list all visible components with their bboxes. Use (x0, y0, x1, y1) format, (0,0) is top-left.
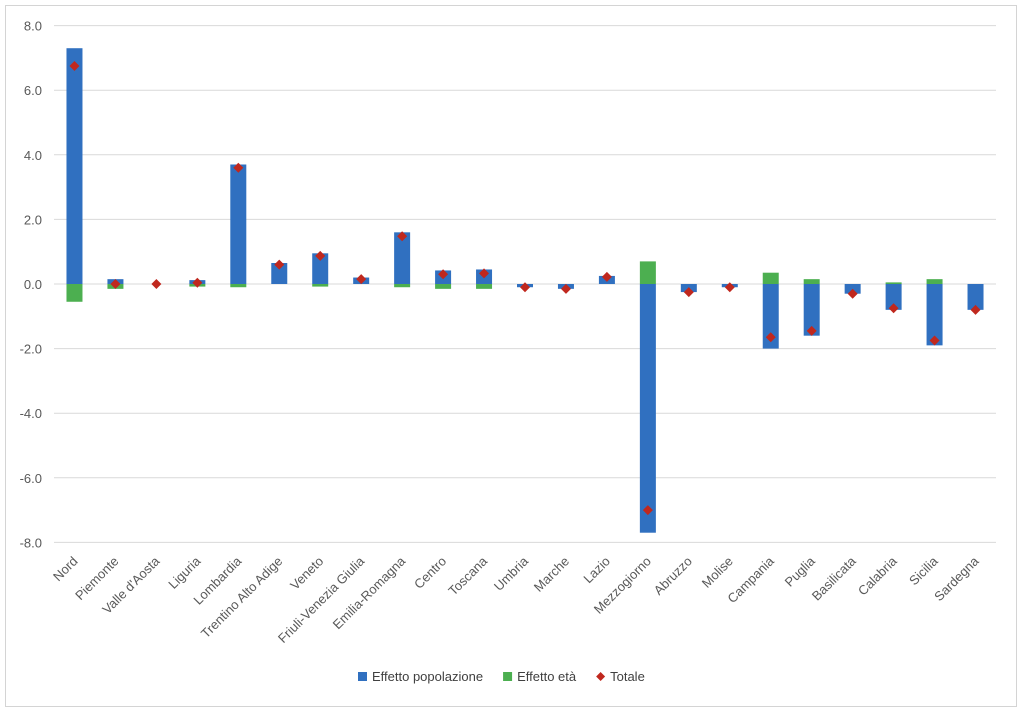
x-tick-label: Puglia (782, 553, 819, 590)
marker-totale (233, 162, 244, 173)
marker-totale (315, 250, 326, 261)
bar-effetto-eta (476, 284, 493, 289)
legend-label: Effetto età (517, 669, 577, 684)
marker-totale (970, 304, 981, 315)
x-tick-label: Liguria (165, 553, 204, 592)
bar-effetto-popolazione (926, 284, 943, 346)
bar-effetto-popolazione (271, 263, 288, 284)
x-tick-label: Molise (699, 554, 736, 591)
total-markers (69, 60, 981, 516)
x-tick-label: Lazio (580, 554, 613, 587)
marker-totale (601, 271, 612, 282)
y-tick-label: -2.0 (20, 342, 42, 357)
x-tick-label: Umbria (491, 553, 532, 594)
marker-totale (479, 268, 490, 279)
bar-effetto-eta (639, 261, 656, 284)
bar-effetto-popolazione (230, 164, 247, 284)
x-tick-label: Basilicata (809, 553, 859, 603)
x-tick-label: Sicilia (906, 553, 941, 588)
y-tick-label: -4.0 (20, 406, 42, 421)
x-tick-label: Nord (50, 554, 81, 585)
x-tick-label: Sardegna (931, 553, 982, 604)
marker-totale (110, 279, 121, 289)
bar-effetto-eta (926, 279, 943, 284)
bar-effetto-popolazione (803, 284, 820, 336)
x-tick-label: Marche (531, 554, 572, 595)
bar-effetto-eta (803, 279, 820, 284)
marker-totale (397, 231, 408, 242)
bar-effetto-popolazione (66, 48, 83, 285)
y-tick-label: -8.0 (20, 535, 42, 550)
x-tick-label: Emilia-Romagna (330, 553, 409, 632)
bar-effetto-eta (66, 284, 83, 302)
bar-effetto-eta (394, 284, 411, 288)
y-tick-label: 6.0 (24, 83, 42, 98)
marker-totale (520, 282, 530, 293)
bar-effetto-popolazione (762, 284, 779, 349)
x-tick-label: Centro (411, 554, 449, 592)
marker-totale (274, 259, 285, 270)
bar-effetto-eta (435, 284, 452, 289)
marker-totale (888, 303, 899, 314)
bar-effetto-popolazione (639, 284, 656, 533)
y-axis-labels: 8.0 6.0 4.0 2.0 0.0 -2.0 -4.0 -6.0 -8.0 (20, 19, 42, 551)
marker-totale (560, 283, 571, 294)
legend: Effetto popolazione Effetto età Totale (358, 669, 645, 684)
marker-totale (438, 269, 449, 280)
x-tick-label: Calabria (855, 553, 900, 598)
bar-effetto-eta (885, 282, 902, 284)
marker-totale (69, 60, 80, 71)
x-tick-label: Toscana (445, 553, 490, 598)
marker-totale (929, 335, 940, 346)
y-tick-label: 8.0 (24, 19, 42, 34)
y-tick-label: 0.0 (24, 277, 42, 292)
bar-effetto-eta (762, 272, 779, 284)
bar-effetto-eta (230, 284, 247, 288)
bar-chart: 8.0 6.0 4.0 2.0 0.0 -2.0 -4.0 -6.0 -8.0 NordPiem… (20, 19, 996, 684)
x-tick-label: Veneto (287, 554, 326, 593)
marker-totale (765, 332, 776, 343)
legend-swatch-effetto-popolazione (358, 672, 367, 681)
y-tick-label: -6.0 (20, 471, 42, 486)
y-tick-label: 2.0 (24, 212, 42, 227)
marker-totale (356, 274, 367, 285)
marker-totale (642, 505, 653, 516)
bar-effetto-eta (312, 284, 329, 287)
legend-label: Totale (610, 669, 645, 684)
legend-swatch-totale (596, 672, 606, 681)
bar-effetto-popolazione (967, 284, 984, 310)
marker-totale (151, 279, 162, 289)
marker-totale (806, 325, 817, 336)
marker-totale (847, 288, 858, 299)
chart-frame: 8.0 6.0 4.0 2.0 0.0 -2.0 -4.0 -6.0 -8.0 Nord Piem… (5, 5, 1017, 707)
bar-effetto-popolazione (312, 253, 329, 284)
marker-totale (683, 287, 694, 298)
marker-totale (724, 282, 735, 293)
legend-label: Effetto popolazione (372, 669, 483, 684)
bar-effetto-popolazione (394, 232, 411, 284)
marker-totale (192, 277, 203, 288)
y-tick-label: 4.0 (24, 148, 42, 163)
x-tick-label: Abruzzo (651, 554, 695, 598)
bar-effetto-popolazione (885, 284, 902, 310)
legend-swatch-effetto-eta (503, 672, 513, 681)
